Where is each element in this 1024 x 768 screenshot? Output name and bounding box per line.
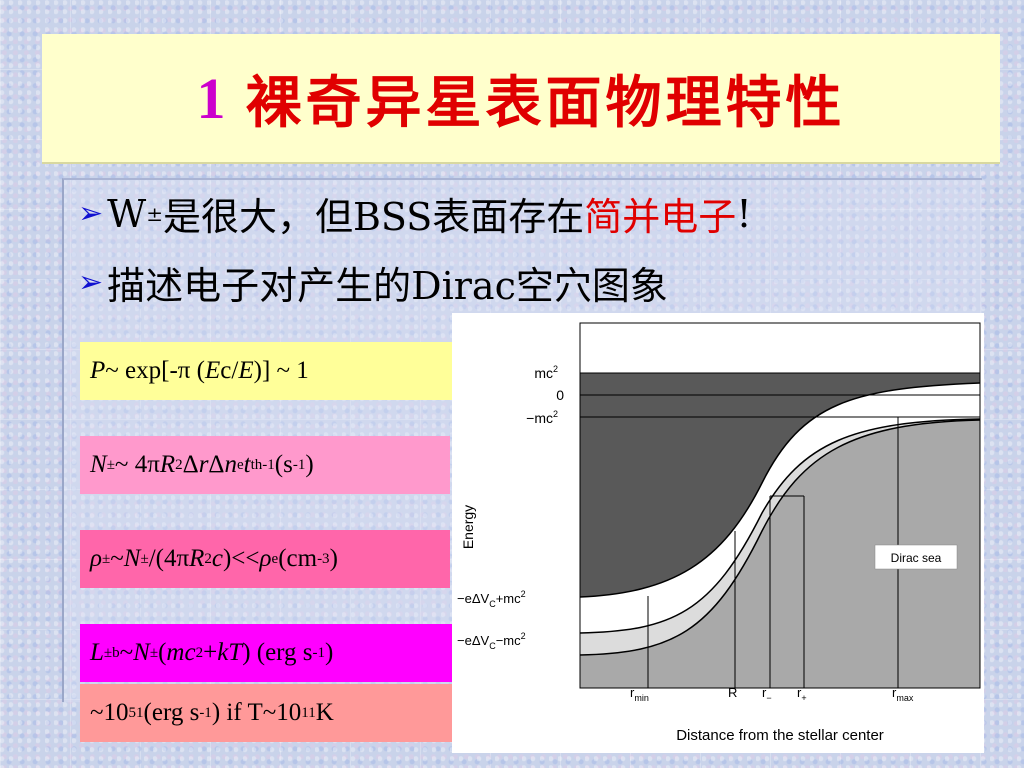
formula-4-plus: + bbox=[203, 639, 218, 666]
upper-potential-curve bbox=[579, 382, 981, 598]
ytick-neg-mc2: −mc2 bbox=[526, 409, 558, 426]
page-title: 裸奇异星表面物理特性 bbox=[245, 70, 846, 136]
formula-4-mc: mc bbox=[166, 639, 196, 666]
formula-2-pm: ± bbox=[106, 456, 115, 473]
formula-3-m3: -3 bbox=[317, 550, 330, 567]
dirac-sea-diagram: Dirac sea Energy mc2 0 −mc2 −eΔVC+mc2 −e… bbox=[452, 313, 984, 753]
xtick-rplus: r+ bbox=[797, 685, 807, 703]
formula-density: ρ ± ~ N ±/(4π R 2 c)<< ρ e (cm -3) bbox=[80, 530, 450, 588]
title-number: 1 bbox=[196, 65, 226, 131]
bullet-2-text: 描述电子对产生的Dirac空穴图象 bbox=[107, 264, 668, 308]
formula-2-a: ~ 4π bbox=[114, 451, 160, 478]
formula-4-kt: kT bbox=[217, 639, 243, 666]
formula-4-n: N bbox=[133, 639, 150, 666]
formula-5-c: ) if T~10 bbox=[211, 699, 302, 726]
dirac-sea-svg: Dirac sea Energy mc2 0 −mc2 −eΔVC+mc2 −e… bbox=[457, 322, 981, 744]
formula-4-a: ) (erg s bbox=[242, 639, 313, 666]
bullet-1-w: W bbox=[107, 191, 147, 236]
formula-3-pm: ± bbox=[102, 550, 111, 567]
formula-5-m1: -1 bbox=[199, 704, 212, 721]
formula-2-m1b: -1 bbox=[292, 456, 306, 473]
formula-luminosity-value: ~10 51 (erg s -1) if T~10 11 K bbox=[80, 684, 452, 742]
distance-axis-label: Distance from the stellar center bbox=[676, 727, 884, 744]
ytick-mc2: mc2 bbox=[534, 364, 558, 381]
formula-5-e51: 51 bbox=[128, 704, 144, 721]
formula-4-two: 2 bbox=[195, 644, 204, 661]
formula-1-a: ~ exp[-π ( bbox=[105, 357, 206, 384]
bullet-1-end: ! bbox=[736, 191, 752, 236]
formula-2-dn: Δ bbox=[208, 451, 225, 478]
formula-2-close: ) bbox=[305, 451, 314, 478]
xtick-rmin: rmin bbox=[630, 685, 649, 703]
formula-2-dr: Δ bbox=[182, 451, 199, 478]
formula-2-nn: n bbox=[224, 451, 238, 478]
formula-3-tilde: ~ bbox=[110, 545, 124, 572]
formula-4-b: b bbox=[112, 644, 120, 661]
formula-3-n: N bbox=[123, 545, 141, 572]
dirac-sea-region bbox=[580, 420, 980, 688]
formula-2-rr: r bbox=[198, 451, 209, 478]
ytick-zero: 0 bbox=[556, 387, 564, 403]
formula-3-two: 2 bbox=[204, 550, 212, 567]
dirac-sea-label: Dirac sea bbox=[891, 551, 942, 565]
formula-2-two: 2 bbox=[175, 456, 183, 473]
xtick-R: R bbox=[728, 685, 737, 700]
formula-2-t: t bbox=[243, 451, 251, 478]
formula-2-n: N bbox=[90, 451, 107, 478]
bullet-arrow-icon: ➢ bbox=[78, 196, 104, 231]
formula-4-pm: ± bbox=[103, 644, 113, 661]
formula-3-close: ) bbox=[329, 545, 338, 572]
bullet-1-text: 是很大，但BSS表面存在 bbox=[162, 195, 585, 239]
formula-4-pm2: ± bbox=[149, 644, 159, 661]
ytick-upper-band: −eΔVC+mc2 bbox=[457, 589, 526, 609]
formula-2-e: e bbox=[237, 456, 244, 473]
formula-5-e11: 11 bbox=[301, 704, 316, 721]
formula-1-b: )] ~ 1 bbox=[253, 357, 309, 384]
electron-gap-region bbox=[580, 419, 980, 655]
ytick-lower-band: −eΔVC−mc2 bbox=[457, 631, 526, 651]
formula-1-ec: E bbox=[205, 357, 221, 384]
formula-3-b: )<< bbox=[222, 545, 260, 572]
formula-3-c: c bbox=[211, 545, 223, 572]
energy-axis-label: Energy bbox=[460, 505, 476, 549]
formula-1-e: E bbox=[238, 357, 254, 384]
formula-4-close: ) bbox=[325, 639, 334, 666]
bullet-1-highlight: 简并电子 bbox=[584, 195, 737, 239]
formula-4-l: L bbox=[90, 639, 104, 666]
formula-1-c: c/ bbox=[220, 357, 239, 384]
dirac-sea-label-box bbox=[874, 544, 958, 570]
formula-4-tilde: ~ bbox=[119, 639, 134, 666]
formula-3-rho: ρ bbox=[90, 545, 102, 572]
lower-potential-curve bbox=[579, 418, 981, 634]
formula-5-k: K bbox=[315, 699, 334, 726]
formula-luminosity: L ± b ~ N ±(mc 2 + kT) (erg s -1) bbox=[80, 624, 452, 682]
formula-5-a: ~10 bbox=[90, 699, 129, 726]
bullet-arrow-icon: ➢ bbox=[78, 265, 104, 300]
dirac-sea-curve bbox=[579, 419, 981, 656]
formula-2-th: th bbox=[250, 456, 263, 473]
formula-3-e: e bbox=[271, 550, 279, 567]
formula-4-m1: -1 bbox=[312, 644, 326, 661]
formula-2-r: R bbox=[159, 451, 176, 478]
title-box: 1 裸奇异星表面物理特性 bbox=[42, 34, 1000, 164]
formula-3-pm2: ± bbox=[140, 550, 149, 567]
bullet-1-w-sub: ± bbox=[146, 201, 163, 226]
formula-5-b: (erg s bbox=[143, 699, 200, 726]
bullet-2: ➢ 描述电子对产生的Dirac空穴图象 bbox=[78, 255, 668, 310]
formula-1-p: P bbox=[90, 357, 106, 384]
upper-band-dark-region bbox=[580, 373, 980, 597]
xtick-rmax: rmax bbox=[892, 685, 914, 703]
formula-2-s: (s bbox=[274, 451, 293, 478]
formula-3-cm: (cm bbox=[278, 545, 318, 572]
formula-3-a: /(4π bbox=[148, 545, 190, 572]
plot-frame bbox=[579, 322, 981, 689]
formula-3-r: R bbox=[189, 545, 205, 572]
formula-4-paren: ( bbox=[158, 639, 167, 666]
formula-3-rho2: ρ bbox=[259, 545, 272, 572]
formula-2-m1: -1 bbox=[262, 456, 275, 473]
xtick-rminus: r− bbox=[762, 685, 772, 703]
bullet-1: ➢ W ± 是很大，但BSS表面存在 简并电子 ! bbox=[78, 186, 752, 241]
